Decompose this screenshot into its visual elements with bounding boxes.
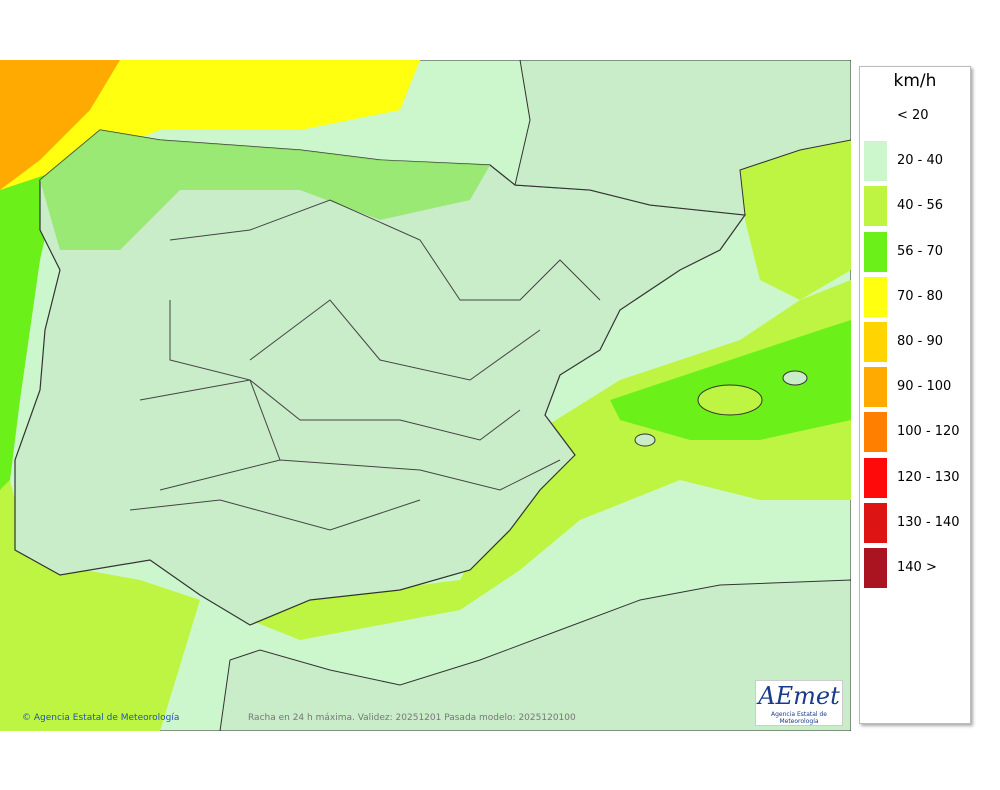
legend-label: 140 > (897, 560, 937, 575)
wind-zone (740, 140, 851, 300)
region-border (129, 199, 601, 531)
france-land (514, 60, 851, 216)
legend-unit: km/h (893, 71, 937, 91)
island (634, 433, 656, 447)
legend-swatch (864, 322, 887, 362)
legend-item: 140 > (864, 548, 968, 588)
wind-zone (0, 60, 420, 200)
legend-swatch (864, 548, 887, 588)
legend-item: < 20 (864, 96, 968, 136)
legend-label: 130 - 140 (897, 514, 960, 530)
africa-land (219, 579, 851, 731)
credit-text: Agencia Estatal de Meteorología (33, 713, 180, 723)
legend-swatch (864, 141, 887, 182)
legend-swatch (864, 276, 887, 317)
legend-label: < 20 (897, 108, 929, 123)
legend-item: 120 - 130 (864, 457, 968, 498)
legend-swatch (864, 186, 887, 227)
iberia-land (14, 129, 747, 626)
wind-zone (0, 480, 200, 731)
legend-item: 90 - 100 (864, 367, 968, 408)
legend-label: 100 - 120 (897, 424, 960, 440)
wind-map (0, 60, 851, 731)
legend-label: 90 - 100 (897, 379, 952, 395)
legend-label: 20 - 40 (897, 153, 944, 169)
legend-label: 80 - 90 (897, 334, 944, 349)
legend-swatch (864, 457, 887, 498)
wind-zone (0, 170, 60, 490)
legend-item: 80 - 90 (864, 322, 968, 362)
legend-swatch (864, 231, 887, 272)
legend-item: 130 - 140 (864, 502, 968, 543)
caption: Racha en 24 h máxima. Validez: 20251201 … (248, 713, 576, 723)
legend-item: 40 - 56 (864, 186, 968, 227)
logo-name: AEmet (758, 682, 840, 710)
wind-zone (610, 320, 851, 440)
legend-label: 120 - 130 (897, 469, 960, 485)
legend-label: 40 - 56 (897, 198, 944, 214)
wind-zone (0, 60, 120, 190)
wind-zone (40, 130, 490, 250)
island (782, 370, 808, 386)
legend-swatch (864, 412, 887, 453)
legend-label: 70 - 80 (897, 288, 944, 304)
logo: AEmet Agencia Estatal de Meteorología (755, 680, 843, 726)
logo-subtitle: Agencia Estatal de Meteorología (770, 711, 827, 725)
legend: km/h < 20 20 - 40 40 - 56 56 - 70 70 - 80 80 … (859, 66, 971, 724)
legend-item: 100 - 120 (864, 412, 968, 453)
legend-item: 20 - 40 (864, 141, 968, 182)
credit: © Agencia Estatal de Meteorología (22, 713, 180, 723)
legend-item: 56 - 70 (864, 231, 968, 272)
legend-label: 56 - 70 (897, 243, 944, 259)
island (697, 384, 763, 416)
legend-swatch (864, 502, 887, 543)
legend-swatch (864, 367, 887, 408)
legend-item: 70 - 80 (864, 276, 968, 317)
